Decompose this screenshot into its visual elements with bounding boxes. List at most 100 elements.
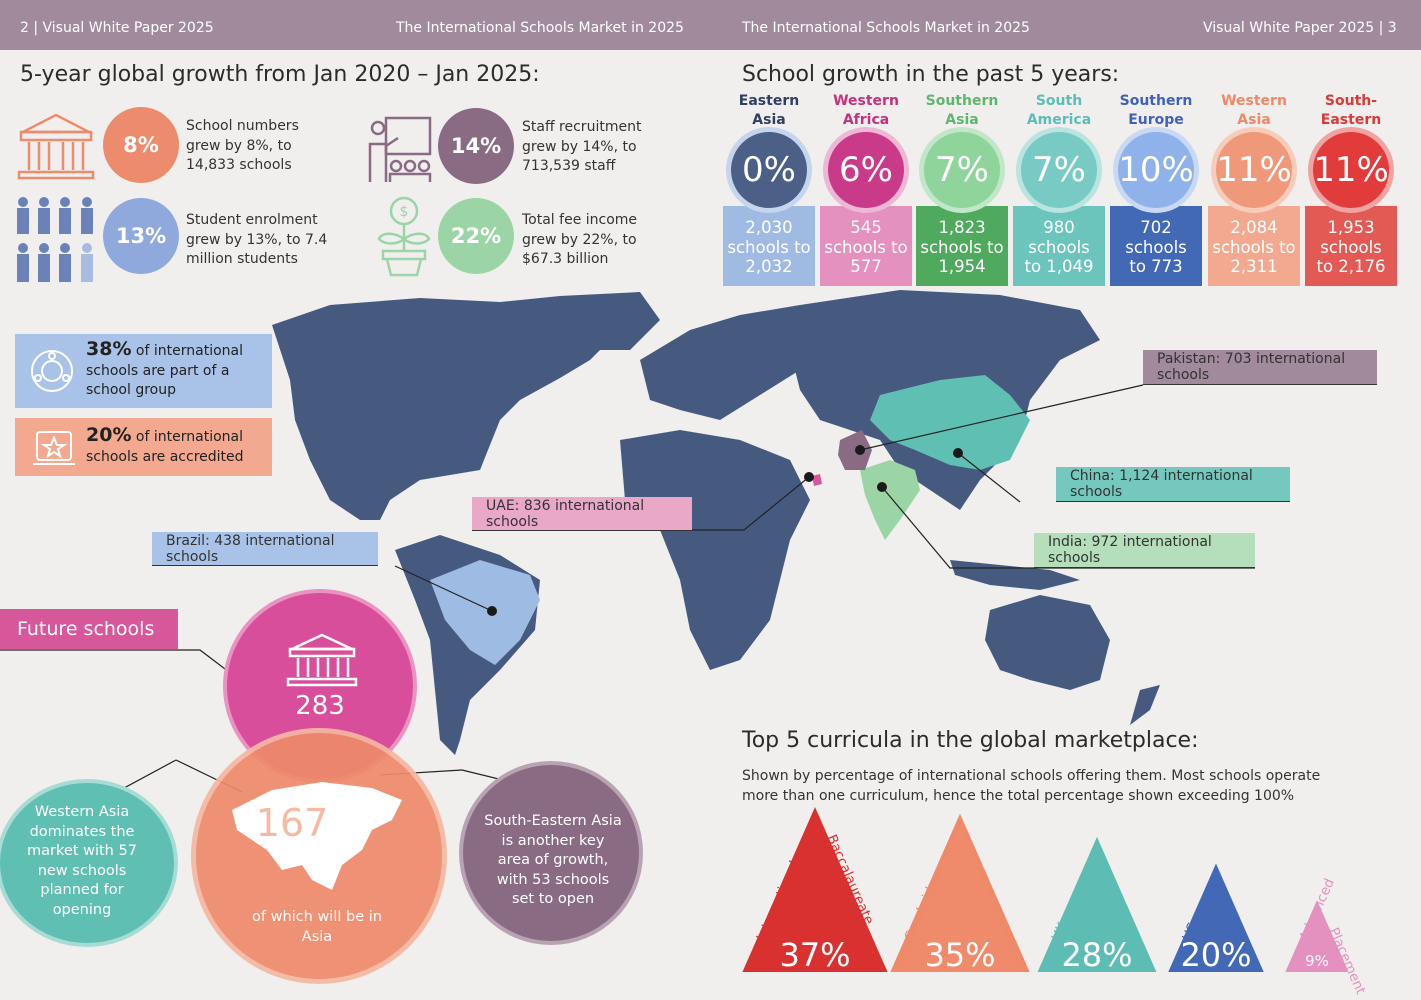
right-page-number: Visual White Paper 2025 | 3 (1203, 20, 1397, 36)
school-growth-circle: 8% (103, 107, 179, 183)
school-group-pct: 38% (86, 338, 132, 360)
china-label: China: 1,124 international schools (1056, 467, 1290, 502)
africa-shape (620, 430, 810, 670)
accredited-pct: 20% (86, 424, 132, 446)
region-pct: 6% (828, 132, 904, 208)
student-growth-circle: 13% (103, 198, 179, 274)
brazil-dot (487, 606, 497, 616)
india-shape (860, 460, 920, 540)
region-southern-asia: Southern Asia 7% 1,823 schools to 1,954 (916, 92, 1008, 286)
group-network-icon (31, 350, 73, 392)
future-total-value: 283 (295, 691, 345, 721)
uae-label: UAE: 836 international schools (472, 497, 692, 531)
region-name: Southern Europe (1119, 93, 1193, 128)
region-detail: 702 schools to 773 (1125, 218, 1187, 276)
money-plant-icon: $ (377, 196, 431, 277)
region-name: Western Asia (1221, 93, 1287, 128)
curriculum-name: US (1179, 920, 1201, 943)
school-building-icon (17, 113, 95, 180)
region-southern-europe: Southern Europe 10% 702 schools to 773 (1110, 92, 1202, 286)
asia-caption: of which will be in Asia (252, 909, 382, 945)
region-pct: 7% (924, 132, 1000, 208)
curriculum-pct: 20% (1180, 936, 1251, 974)
region-name: Eastern Asia (738, 93, 800, 128)
india-dot (877, 482, 887, 492)
region-pct: 7% (1021, 132, 1097, 208)
brazil-shape (430, 560, 540, 665)
accredited-desc: of international schools are accredited (86, 429, 244, 465)
region-pct: 10% (1118, 132, 1194, 208)
region-detail: 545 schools to 577 (824, 218, 908, 276)
curricula-title: Top 5 curricula in the global marketplac… (742, 728, 1199, 753)
school-group-fact: 38% of international schools are part of… (15, 334, 272, 408)
curriculum-triangle-inner (1046, 848, 1148, 972)
curriculum-pct: 37% (779, 936, 850, 974)
certificate-icon (33, 431, 75, 465)
curriculum-triangle-inner (1177, 875, 1255, 972)
brazil-label: Brazil: 438 international schools (152, 532, 378, 566)
curriculum-pct: 28% (1061, 936, 1132, 974)
se-asia-text: South-Eastern Asia is another key area o… (484, 813, 622, 907)
china-dot (953, 448, 963, 458)
region-detail: 980 schools to 1,049 (1024, 218, 1094, 276)
curriculum-triangle-inner (1294, 912, 1340, 972)
pakistan-leader (859, 384, 1144, 451)
fee-growth-circle: 22% (438, 198, 514, 274)
school-group-desc: of international schools are part of a s… (86, 343, 243, 398)
asia-map-icon (232, 782, 402, 890)
teacher-board-icon (368, 116, 432, 182)
region-detail: 2,030 schools to 2,032 (727, 218, 811, 276)
pakistan-dot (855, 445, 865, 455)
uae-dot (804, 472, 814, 482)
region-detail: 1,823 schools to 1,954 (920, 218, 1004, 276)
left-page-number: 2 | Visual White Paper 2025 (20, 20, 214, 36)
accredited-fact: 20% of international schools are accredi… (15, 418, 272, 476)
staff-growth-text: Staff recruitment grew by 14%, to 713,53… (522, 119, 642, 174)
fee-growth-text: Total fee income grew by 22%, to $67.3 b… (522, 212, 638, 267)
school-building-icon-2 (286, 633, 358, 687)
region-western-africa: Western Africa 6% 545 schools to 577 (820, 92, 912, 286)
region-south-eastern-asia: South- Eastern Asia 11% 1,953 schools to… (1305, 92, 1397, 286)
region-pct: 11% (1313, 132, 1389, 208)
header-bar: 2 | Visual White Paper 2025 The Internat… (0, 0, 1421, 50)
asia-value: 167 (255, 801, 329, 845)
left-page-title: The International Schools Market in 2025 (396, 20, 684, 36)
region-south-america: South America 7% 980 schools to 1,049 (1013, 92, 1105, 286)
regions-title: School growth in the past 5 years: (742, 62, 1120, 87)
greenland-shape (560, 292, 660, 350)
curriculum-pct: 35% (924, 936, 995, 974)
curriculum-name: UK (1049, 919, 1072, 944)
china-leader (957, 452, 1021, 503)
se-asia-circle (463, 765, 639, 941)
curriculum-triangle-inner (751, 819, 879, 972)
western-asia-text: Western Asia dominates the market with 5… (27, 804, 137, 918)
australia-shape (985, 595, 1110, 690)
future-schools-title: Future schools (0, 609, 178, 649)
staff-growth-circle: 14% (438, 108, 514, 184)
region-detail: 1,953 schools to 2,176 (1316, 218, 1386, 276)
western-asia-circle (0, 783, 174, 943)
curriculum-pct: 9% (1305, 952, 1329, 970)
uae-shape (812, 474, 822, 486)
region-name: Western Africa (833, 93, 899, 128)
svg-text:$: $ (400, 204, 409, 220)
region-name: Southern Asia (925, 93, 999, 128)
accredited-text: 20% of international schools are accredi… (86, 424, 244, 467)
new-zealand-shape (1130, 685, 1160, 725)
curriculum-triangle-inner (899, 825, 1021, 972)
right-page-title: The International Schools Market in 2025 (742, 20, 1030, 36)
china-shape (870, 375, 1030, 470)
curricula-subtitle: Shown by percentage of international sch… (742, 768, 1321, 804)
pakistan-label: Pakistan: 703 international schools (1143, 350, 1377, 385)
region-eastern-asia: Eastern Asia 0% 2,030 schools to 2,032 (723, 92, 815, 286)
school-growth-text: School numbers grew by 8%, to 14,833 sch… (186, 118, 299, 173)
region-western-asia: Western Asia 11% 2,084 schools to 2,311 (1208, 92, 1300, 286)
north-america-shape (272, 292, 640, 520)
europe-shape (640, 305, 830, 420)
western-asia-leader (123, 759, 177, 789)
school-group-text: 38% of international schools are part of… (86, 338, 243, 401)
growth-title: 5-year global growth from Jan 2020 – Jan… (20, 62, 540, 87)
student-growth-text: Student enrolment grew by 13%, to 7.4 mi… (186, 212, 328, 267)
